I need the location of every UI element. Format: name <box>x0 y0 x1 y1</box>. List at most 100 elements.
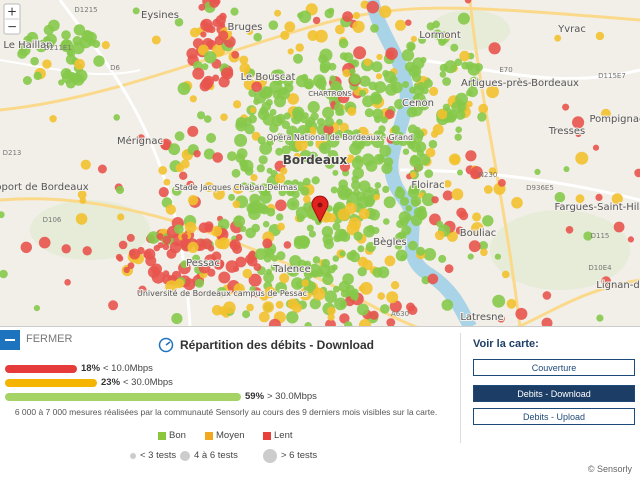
measurement-dot <box>287 264 300 277</box>
measurement-dot <box>276 132 286 142</box>
measurement-dot <box>359 89 366 97</box>
measurement-dot <box>186 180 195 189</box>
measurement-dot <box>365 241 376 253</box>
measurement-dot <box>147 231 160 244</box>
measurement-dot <box>379 5 392 18</box>
measurement-dot <box>204 51 217 64</box>
map[interactable]: Eysines Bruges Lormont Yvrac Le Haillan … <box>0 0 640 327</box>
measurement-dot <box>627 236 635 243</box>
legend-label: Moyen <box>216 430 245 441</box>
road-label: N230 <box>479 171 498 179</box>
place-label: Bordeaux <box>283 153 348 167</box>
measurement-dot <box>344 321 353 327</box>
distribution-bar <box>5 393 241 401</box>
measurement-dot <box>325 88 337 100</box>
measurement-dot <box>58 79 65 86</box>
measurement-dot <box>583 231 593 241</box>
close-icon[interactable] <box>0 330 20 350</box>
map-mode-button[interactable]: Couverture <box>473 359 635 376</box>
road-label: D1215 <box>74 6 97 14</box>
measurement-dot <box>301 73 309 82</box>
measurement-dot <box>444 264 454 274</box>
place-label: Floirac <box>411 180 444 191</box>
zoom-in[interactable]: + <box>7 5 17 19</box>
map-pin <box>311 195 329 224</box>
measurement-dot <box>358 208 370 220</box>
measurement-dot <box>377 292 386 300</box>
measurement-dot <box>277 222 285 231</box>
measurement-dot <box>324 290 338 304</box>
road-label: D10E4 <box>588 264 612 272</box>
measurement-dot <box>211 251 222 262</box>
measurement-dot <box>349 68 356 75</box>
measurement-dot <box>306 140 314 147</box>
measurement-dot <box>79 197 87 204</box>
measurement-dot <box>223 301 236 315</box>
measurement-dot <box>218 271 231 284</box>
measurement-dot <box>384 255 396 267</box>
measurement-dot <box>274 95 286 108</box>
measurement-dot <box>60 40 71 51</box>
map-mode-button[interactable]: Debits - Download <box>473 385 635 402</box>
measurement-dot <box>306 224 314 232</box>
road-label: A630 <box>391 310 409 318</box>
measurement-dot <box>160 140 171 150</box>
measurement-dot <box>394 188 406 199</box>
measurement-dot <box>187 195 199 206</box>
measurement-dot <box>287 298 299 310</box>
measurement-dot <box>437 109 448 120</box>
note: 6 000 à 7 000 mesures réalisées par la c… <box>14 407 438 417</box>
measurement-dot <box>281 145 291 155</box>
measurement-dot <box>441 299 454 311</box>
measurement-dot <box>325 319 336 327</box>
measurement-dot <box>431 196 439 204</box>
measurement-dot <box>456 207 467 218</box>
legend-label: Bon <box>169 430 186 441</box>
measurement-dot <box>206 133 217 143</box>
measurement-dot <box>374 81 387 94</box>
measurement-dot <box>232 200 241 209</box>
measurement-dot <box>249 106 256 114</box>
measurement-dot <box>304 322 312 327</box>
measurement-dot <box>97 164 107 174</box>
measurement-dot <box>362 259 373 271</box>
measurement-dot <box>358 180 371 193</box>
place-label: Artigues-près-Bordeaux <box>461 77 579 89</box>
measurement-dot <box>228 193 236 201</box>
measurement-dot <box>554 192 566 203</box>
measurement-dot <box>264 286 277 299</box>
measurement-dot <box>349 251 361 263</box>
measurement-dot <box>541 317 553 327</box>
measurement-dot <box>162 235 172 245</box>
measurement-dot <box>312 16 321 25</box>
size-label: > 6 tests <box>281 450 318 461</box>
measurement-dot <box>174 131 185 142</box>
measurement-dot <box>230 7 239 16</box>
measurement-dot <box>420 56 427 64</box>
measurement-dot <box>575 130 582 138</box>
measurement-dot <box>395 249 408 262</box>
measurement-dot <box>450 155 460 164</box>
zoom-out[interactable]: − <box>7 20 17 34</box>
measurement-dot <box>563 166 570 173</box>
measurements <box>0 0 640 327</box>
measurement-dot <box>477 112 487 122</box>
map-mode-button[interactable]: Debits - Upload <box>473 408 635 425</box>
place-label: Université de Bordeaux campus de Pessac <box>137 288 307 298</box>
measurement-dot <box>174 224 184 234</box>
measurement-dot <box>274 173 286 184</box>
measurement-dot <box>414 162 424 172</box>
measurement-dot <box>438 38 446 46</box>
measurement-dot <box>301 279 309 287</box>
measurement-dot <box>108 300 119 311</box>
measurement-dot <box>410 195 422 207</box>
measurement-dot <box>203 75 215 87</box>
measurement-dot <box>399 196 410 206</box>
measurement-dot <box>66 71 76 81</box>
measurement-dot <box>596 314 604 322</box>
measurement-dot <box>212 74 220 82</box>
measurement-dot <box>253 98 260 105</box>
place-label: Talence <box>272 264 311 275</box>
close-button[interactable]: FERMER <box>26 333 73 345</box>
measurement-dot <box>218 76 230 88</box>
